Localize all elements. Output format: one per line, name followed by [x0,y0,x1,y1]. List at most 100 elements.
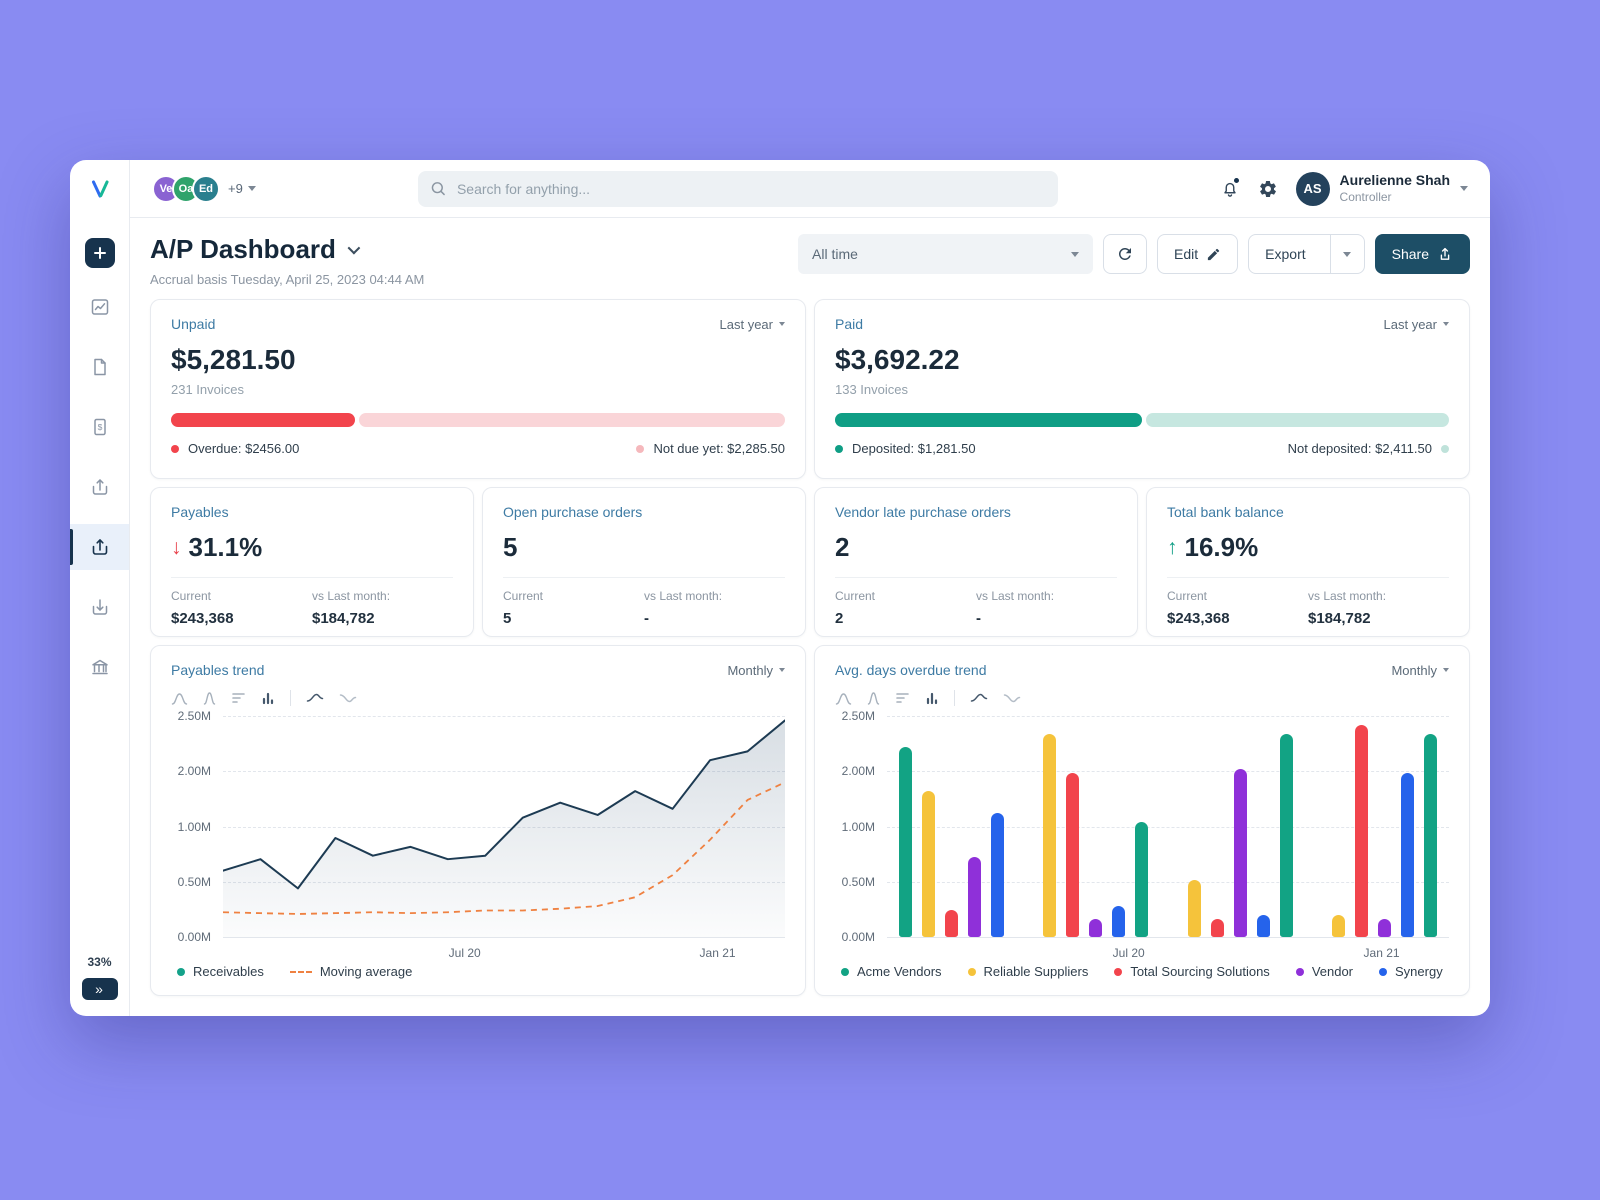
sidebar-item-cash-out[interactable] [70,464,129,510]
chevron-down-icon[interactable] [347,241,361,255]
range-select[interactable]: Monthly [1391,663,1449,678]
column-chart-icon[interactable] [925,691,939,705]
stat-col-value: 5 [503,610,512,627]
row-lines-icon[interactable] [231,691,246,705]
area-curve-icon[interactable] [171,691,188,706]
range-select[interactable]: Monthly [727,663,785,678]
sidebar-expand-button[interactable]: » [81,978,118,1000]
logo-icon [91,180,109,198]
chart-type-toolbar [835,690,1449,706]
stat-value: 2 [835,532,1117,563]
bar [1279,733,1293,937]
stat-col-label: vs Last month: [312,589,391,603]
stat-col-current: Current 5 [503,589,644,627]
stat-col-label: vs Last month: [976,589,1055,603]
add-new-button[interactable] [84,238,115,268]
smooth-line-alt-icon[interactable] [339,692,357,704]
stat-number: 31.1% [188,532,263,562]
user-avatar[interactable]: AS [1295,171,1330,206]
share-icon [1440,247,1450,260]
stat-card-vendor-late-purchase-orders: Vendor late purchase orders 2 Current 2 … [814,487,1138,637]
workspace-avatars[interactable]: Ve Oa Ed +9 [152,174,256,203]
sidebar-item-invoices[interactable]: $ [70,404,129,450]
share-button[interactable]: Share [1374,234,1470,274]
range-select[interactable]: Last year [720,317,785,332]
toolbar-separator [290,690,291,706]
bar [1066,773,1080,937]
peak-curve-icon[interactable] [203,691,216,706]
stat-col-label: Current [835,589,876,603]
y-tick-label: 0.50M [177,874,211,889]
export-button[interactable]: Export [1265,246,1306,262]
bar [1377,919,1391,937]
workspace-avatar[interactable]: Ed [192,174,220,203]
time-range-value: All time [812,246,858,262]
line-chart [223,716,785,937]
title-row: A/P Dashboard Accrual basis Tuesday, Apr… [150,234,1470,287]
paid-summary-card: Paid Last year $3,692.22 133 Invoices [814,299,1470,479]
sidebar-nav: $ [70,284,129,704]
sidebar-item-documents[interactable] [70,344,129,390]
bar [1331,914,1345,937]
page-title: A/P Dashboard [150,234,424,265]
legend-item: Not deposited: $2,411.50 [1288,441,1449,456]
bar [1135,822,1149,937]
y-tick-label: 0.00M [177,930,211,944]
time-range-select[interactable]: All time [798,234,1094,274]
stat-col-value: - [976,610,981,627]
progress-bar [835,413,1449,427]
row-lines-icon[interactable] [895,691,910,705]
bar [922,791,935,937]
notifications-button[interactable] [1220,176,1240,199]
search-input[interactable] [454,179,1046,198]
sidebar-item-reports[interactable] [70,284,129,330]
stat-columns: Current 2 vs Last month: - [835,589,1117,627]
chevron-down-icon [779,322,785,326]
x-axis: Jul 20 Jan 21 [887,937,1449,962]
divider [171,577,453,578]
bar [1187,879,1201,937]
x-tick-label: Jan 21 [699,946,736,960]
export-menu-button[interactable] [1329,235,1364,273]
app-logo[interactable] [87,160,113,218]
charts-row: Payables trend Monthly [150,645,1470,996]
settings-button[interactable] [1258,179,1278,199]
smooth-line-icon[interactable] [970,692,988,704]
sidebar-item-cash-in[interactable] [70,584,129,630]
y-axis: 2.50M 2.00M 1.00M 0.50M 0.00M [835,709,887,944]
smooth-line-icon[interactable] [306,692,324,704]
refresh-button[interactable] [1103,234,1148,274]
column-chart-icon[interactable] [261,691,275,705]
smooth-line-alt-icon[interactable] [1003,692,1021,704]
bar-group [1043,716,1149,937]
plot-area [223,716,785,938]
sidebar-footer: 33% » [81,955,118,1000]
sidebar-item-payables[interactable] [70,524,129,570]
stat-col-label: vs Last month: [1308,589,1387,603]
chevron-down-icon [1443,322,1449,326]
toolbar-separator [954,690,955,706]
chart-legend-item: Acme Vendors [841,964,942,979]
legend-label: Synergy [1395,964,1443,979]
edit-button[interactable]: Edit [1157,234,1239,274]
topbar-actions: AS Aurelienne Shah Controller [1220,171,1468,206]
legend-dot [636,444,645,453]
user-menu[interactable]: AS Aurelienne Shah Controller [1295,171,1468,206]
area-curve-icon[interactable] [835,691,852,706]
global-search[interactable] [417,170,1058,207]
stat-col-last-month: vs Last month: $184,782 [1308,589,1449,627]
peak-curve-icon[interactable] [867,691,880,706]
stat-columns: Current $243,368 vs Last month: $184,782 [1167,589,1449,627]
x-tick-label: Jan 21 [1363,946,1400,960]
chevron-down-icon [1460,186,1468,191]
legend-label: Acme Vendors [857,964,942,979]
sidebar-item-banking[interactable] [70,644,129,690]
card-head: Unpaid Last year [171,316,785,332]
range-select[interactable]: Last year [1384,317,1449,332]
card-title: Unpaid [171,316,216,332]
avatars-more-button[interactable]: +9 [228,181,256,196]
legend-item: Overdue: $2456.00 [171,441,299,456]
stat-col-last-month: vs Last month: $184,782 [312,589,453,627]
card-title: Open purchase orders [503,504,643,520]
